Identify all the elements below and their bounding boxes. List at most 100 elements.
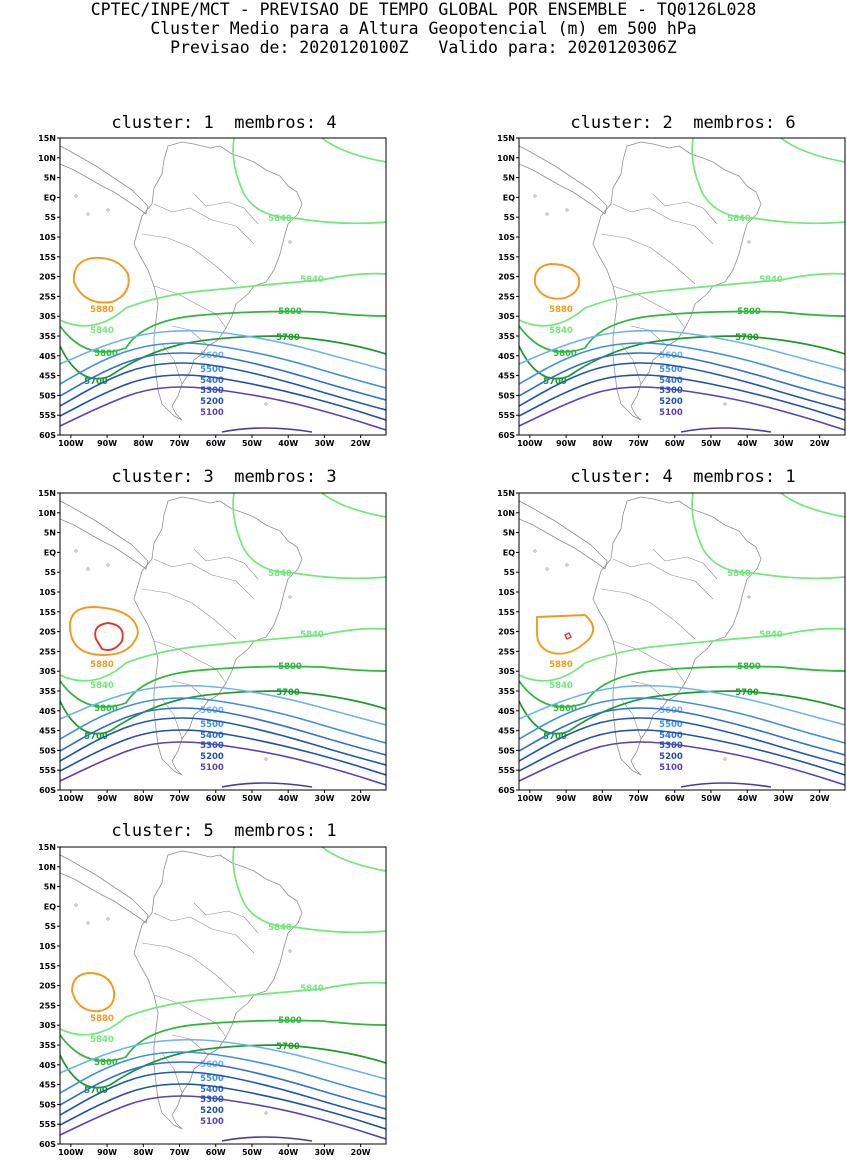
contour-5200 — [60, 729, 386, 776]
central-america-coast — [60, 500, 149, 570]
contour-label-5400: 5400 — [659, 731, 683, 741]
lat-tick-label: 10S — [498, 233, 515, 242]
contour-label-5800: 5800 — [553, 704, 577, 714]
contour-5000 — [221, 782, 313, 788]
map-frame — [518, 492, 846, 791]
contour-label-5500: 5500 — [659, 365, 683, 375]
map-svg-4: 15N 10N 5N EQ 5S 10S 15S 20S 25S 30S 35S 40S 45S 50S 5… — [497, 489, 846, 803]
lat-tick-label: 5S — [504, 213, 516, 222]
map-plot-area: 5840584058405800580057005700588056005500… — [519, 493, 845, 788]
country-border — [652, 548, 718, 580]
lat-tick-label: 40S — [39, 352, 56, 361]
lat-tick-label: 60S — [39, 1140, 56, 1149]
contour-5300 — [519, 362, 845, 411]
panel-2-map: 15N 10N 5N EQ 5S 10S 15S 20S 25S 30S 35S 40S 45S 50S 5… — [481, 134, 847, 452]
lat-tick-label: 40S — [39, 707, 56, 716]
lat-tick-label: 5N — [44, 883, 56, 892]
contour-5500 — [60, 1051, 386, 1098]
lat-tick-label: 45S — [498, 372, 515, 381]
contour-label-5500: 5500 — [200, 1074, 224, 1084]
lon-tick-label: 50W — [242, 1148, 262, 1157]
contour-5100 — [519, 386, 845, 431]
panel-4-title: cluster: 4 membros: 1 — [570, 467, 796, 487]
contour-5800 — [519, 665, 845, 708]
contour-5600 — [519, 329, 845, 371]
contour-5000 — [221, 427, 313, 433]
contour-label-5100: 5100 — [200, 408, 224, 418]
lon-tick-label: 100W — [517, 794, 543, 803]
lat-tick-label: 55S — [498, 411, 515, 420]
island — [106, 563, 110, 567]
panel-5-map: 15N 10N 5N EQ 5S 10S 15S 20S 25S 30S 35S 40S 45S 50S 5… — [22, 843, 394, 1161]
map-plot-area: 5840584058405800580057005700588056005500… — [60, 138, 386, 433]
lat-tick-label: 15S — [39, 253, 56, 262]
lon-tick-label: 30W — [314, 439, 334, 448]
lat-tick-label: EQ — [44, 902, 56, 911]
contour-5500 — [519, 697, 845, 744]
lon-tick-label: 80W — [592, 439, 612, 448]
lon-tick-label: 100W — [58, 439, 84, 448]
island — [74, 903, 78, 907]
lat-tick-label: 15N — [497, 134, 515, 143]
contour-label-5700-right: 5700 — [276, 1042, 300, 1052]
contour-label-5700-right: 5700 — [735, 333, 759, 343]
contour-5300 — [60, 717, 386, 766]
contour-5800 — [519, 310, 845, 353]
lat-tick-label: 60S — [39, 786, 56, 795]
map-frame — [59, 846, 387, 1145]
contour-5880 — [71, 972, 116, 1013]
contour-5500 — [60, 342, 386, 389]
contour-label-5700: 5700 — [84, 377, 108, 387]
country-border — [153, 558, 255, 600]
map-frame — [518, 137, 846, 436]
lon-tick-label: 30W — [314, 1148, 334, 1157]
map-svg-3: 15N 10N 5N EQ 5S 10S 15S 20S 25S 30S 35S 40S 45S 50S 5… — [38, 489, 387, 803]
lat-tick-label: 10S — [39, 588, 56, 597]
lon-tick-label: 30W — [314, 794, 334, 803]
contour-label-5800-right: 5800 — [737, 662, 761, 672]
lon-tick-label: 80W — [133, 439, 153, 448]
lon-tick-label: 20W — [351, 1148, 371, 1157]
contour-label-5800-right: 5800 — [278, 1016, 302, 1026]
lon-tick-label: 80W — [133, 1148, 153, 1157]
contour-label-5880: 5880 — [90, 305, 114, 315]
contour-label-5840-north: 5840 — [727, 569, 751, 579]
contour-label-5880: 5880 — [90, 1014, 114, 1024]
contour-5200 — [60, 1083, 386, 1130]
lat-tick-label: 50S — [39, 1100, 56, 1109]
contour-5880 — [533, 263, 581, 300]
country-border — [153, 203, 255, 245]
contour-label-5200: 5200 — [659, 397, 683, 407]
lat-tick-label: 25S — [498, 647, 515, 656]
lon-tick-label: 20W — [810, 439, 830, 448]
map-frame — [59, 492, 387, 791]
lon-tick-label: 80W — [592, 794, 612, 803]
contour-5840-upper-right — [321, 493, 386, 518]
contour-5600 — [60, 684, 386, 726]
lat-tick-label: 35S — [498, 687, 515, 696]
lat-tick-label: 10N — [38, 154, 56, 163]
lat-tick-label: 15N — [38, 489, 56, 498]
lon-tick-label: 60W — [665, 794, 685, 803]
island — [264, 757, 268, 761]
contour-5920 — [564, 632, 572, 640]
contour-label-5800: 5800 — [94, 704, 118, 714]
central-america-coast — [519, 145, 608, 215]
contour-label-5840-right: 5840 — [759, 630, 783, 640]
lat-tick-label: 20S — [39, 628, 56, 637]
island — [747, 240, 751, 244]
lon-tick-label: 80W — [133, 794, 153, 803]
lon-tick-label: 70W — [170, 439, 190, 448]
contour-label-5500: 5500 — [200, 720, 224, 730]
panel-1-title: cluster: 1 membros: 4 — [111, 113, 337, 133]
lat-tick-label: 45S — [498, 727, 515, 736]
lat-tick-label: 10S — [39, 942, 56, 951]
contour-label-5700-right: 5700 — [735, 688, 759, 698]
lon-tick-label: 50W — [701, 439, 721, 448]
contour-label-5800-right: 5800 — [737, 307, 761, 317]
country-border — [193, 193, 259, 225]
contour-label-5700-right: 5700 — [276, 688, 300, 698]
lat-tick-label: 5S — [45, 213, 57, 222]
lon-tick-label: 20W — [351, 794, 371, 803]
lon-tick-label: 90W — [97, 1148, 117, 1157]
